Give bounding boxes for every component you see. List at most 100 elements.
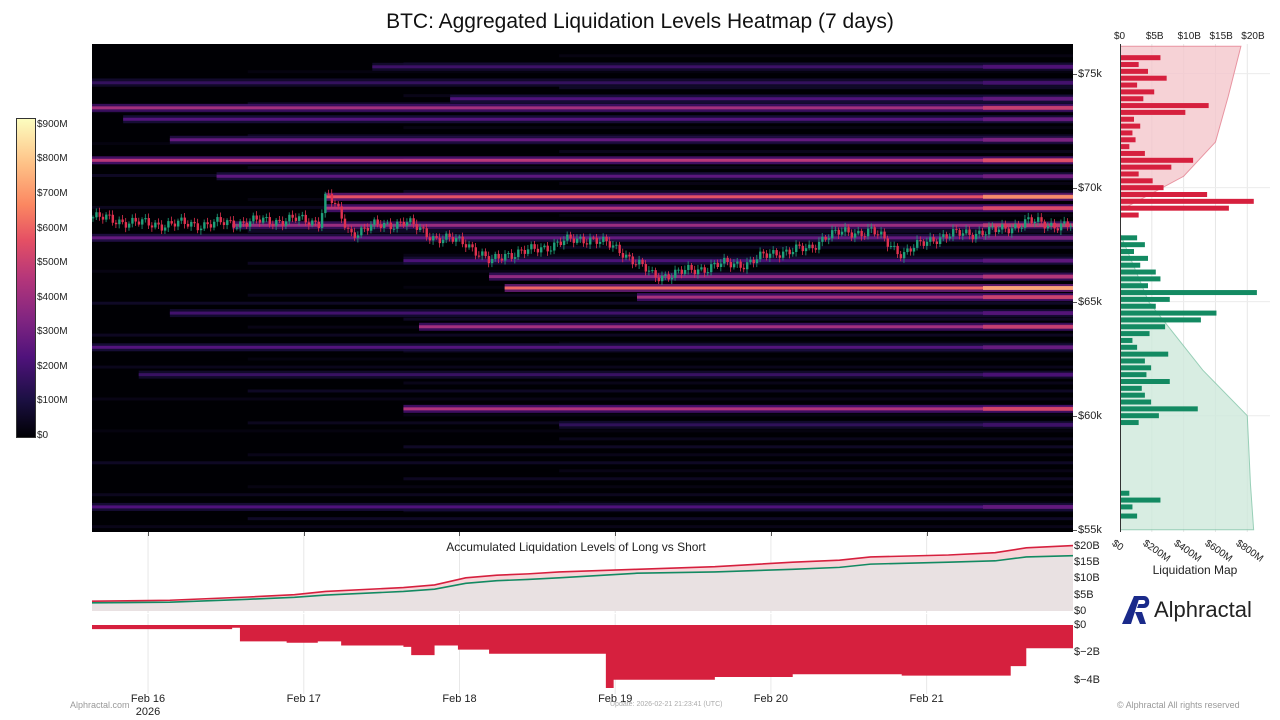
price-candle: [906, 244, 909, 255]
heatmap-background-band: [92, 397, 1073, 401]
short-liquidation-bar: [1120, 144, 1130, 150]
price-candle: [301, 211, 304, 220]
price-candle: [199, 225, 203, 235]
price-candle: [422, 225, 425, 233]
price-candle: [831, 225, 834, 242]
price-candle: [994, 224, 997, 237]
price-candle: [772, 246, 775, 258]
price-candle: [984, 231, 988, 240]
price-candle: [654, 267, 657, 282]
price-candle: [952, 224, 955, 242]
heatmap-background-band: [247, 70, 1073, 74]
liquidation-map-bottom-tick: $600M: [1203, 538, 1235, 565]
x-tick-label: Feb 19: [598, 693, 633, 705]
price-candle: [562, 236, 566, 250]
price-candle: [546, 241, 549, 256]
x-tick-label: Feb 20: [753, 693, 789, 705]
price-candle: [687, 261, 690, 275]
heatmap-background-band: [559, 213, 1073, 217]
liquidation-band: [232, 221, 1073, 230]
short-liquidation-bar: [1120, 178, 1153, 184]
long-liquidation-bar: [1120, 331, 1150, 337]
price-candle: [386, 219, 389, 226]
heatmap-y-tick: $70k: [1078, 181, 1102, 194]
x-tick-label: Feb 18: [442, 693, 477, 705]
price-candle: [415, 219, 419, 235]
price-candle: [824, 235, 827, 242]
x-tick-mark: [303, 532, 305, 536]
price-candle: [95, 208, 98, 221]
price-candle: [886, 235, 890, 252]
heatmap-background-band: [559, 437, 1073, 441]
colorbar-tick: $700M: [37, 188, 68, 200]
price-candle: [817, 237, 821, 254]
liquidation-band: [403, 256, 1073, 265]
price-candle: [396, 219, 399, 233]
price-candle: [781, 247, 785, 261]
heatmap-background-band: [247, 229, 1073, 233]
footer-site[interactable]: Alphractal.com: [70, 700, 130, 710]
short-liquidation-bar: [1120, 185, 1164, 191]
price-candle: [343, 214, 347, 231]
price-candle: [896, 243, 899, 259]
liquidation-band: [325, 192, 1073, 201]
price-candle: [141, 217, 144, 230]
price-candle: [974, 229, 978, 243]
price-candle: [458, 234, 461, 242]
heatmap-background-band: [92, 429, 1073, 433]
price-candle: [1037, 212, 1040, 226]
price-candle: [746, 257, 749, 274]
price-candle: [625, 250, 628, 261]
brand-block[interactable]: Alphractal: [1120, 592, 1270, 628]
price-candle: [945, 231, 948, 243]
price-candle: [222, 218, 226, 230]
price-candle: [902, 247, 906, 263]
price-candle: [866, 223, 870, 240]
price-candle: [579, 234, 582, 243]
heatmap-background-band: [559, 181, 1073, 185]
price-candle: [680, 266, 683, 279]
price-candle: [320, 209, 324, 232]
price-candle: [239, 219, 242, 232]
long-liquidation-bar: [1120, 310, 1217, 316]
price-candle: [291, 210, 294, 223]
liquidation-band: [92, 502, 1073, 511]
price-candle: [307, 218, 311, 230]
price-candle: [160, 220, 164, 235]
x-tick-label: Feb 16: [130, 693, 166, 705]
price-candle: [987, 222, 991, 238]
price-candle: [1059, 219, 1063, 235]
short-liquidation-bar: [1120, 75, 1167, 81]
price-candle: [808, 240, 811, 251]
price-candle: [242, 217, 245, 227]
price-candle: [847, 224, 850, 236]
price-candle: [235, 224, 239, 231]
price-candle: [674, 265, 677, 281]
price-candle: [968, 225, 971, 240]
price-candle: [657, 273, 661, 285]
long-liquidation-bar: [1120, 235, 1138, 241]
price-candle: [137, 217, 141, 227]
x-tick-mark: [615, 532, 617, 536]
short-liquidation-bar: [1120, 96, 1144, 102]
long-liquidation-bar: [1120, 242, 1145, 248]
heatmap-chart: [92, 44, 1073, 532]
price-candle: [121, 215, 124, 225]
price-candle: [677, 267, 680, 274]
price-candle: [526, 244, 530, 257]
price-candle: [706, 267, 710, 277]
price-candle: [510, 249, 513, 262]
short-liquidation-bar: [1120, 116, 1134, 122]
heatmap-y-tick: $65k: [1078, 295, 1102, 308]
long-liquidation-bar: [1120, 324, 1166, 330]
price-candle: [575, 234, 579, 245]
price-candle: [1017, 220, 1020, 233]
price-candle: [821, 233, 824, 247]
x-tick-mark: [459, 532, 461, 536]
price-candle: [468, 240, 471, 250]
price-candle: [474, 243, 477, 260]
liquidation-map-bottom-tick: $800M: [1234, 538, 1266, 565]
price-candle: [814, 244, 818, 253]
price-candle: [641, 257, 644, 267]
price-candle: [844, 222, 847, 237]
